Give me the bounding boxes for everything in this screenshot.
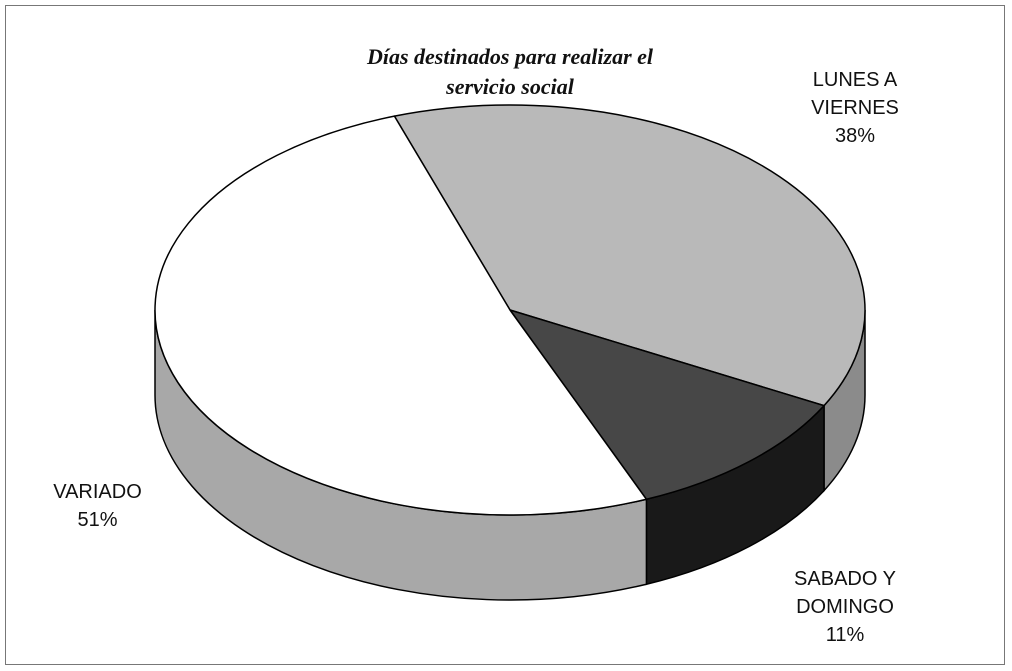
value-label: 38% [834, 125, 876, 147]
slice-label: SABADO Y DOMINGO 11% [775, 565, 915, 649]
pie-slice [508, 308, 826, 501]
category-label: SABADO Y DOMINGO [794, 568, 896, 618]
pie-slice [393, 104, 866, 407]
category-label: VARIADO [53, 481, 142, 503]
slice-label: LUNES A VIERNES 38% [795, 66, 915, 150]
pie-slice [154, 115, 648, 516]
chart-title: Días destinados para realizar el servici… [366, 44, 654, 99]
value-label: 11% [825, 624, 865, 646]
category-label: LUNES A VIERNES [811, 69, 899, 119]
slice-label: VARIADO 51% [35, 478, 160, 534]
value-label: 51% [77, 509, 118, 531]
chart-frame [5, 5, 1005, 665]
